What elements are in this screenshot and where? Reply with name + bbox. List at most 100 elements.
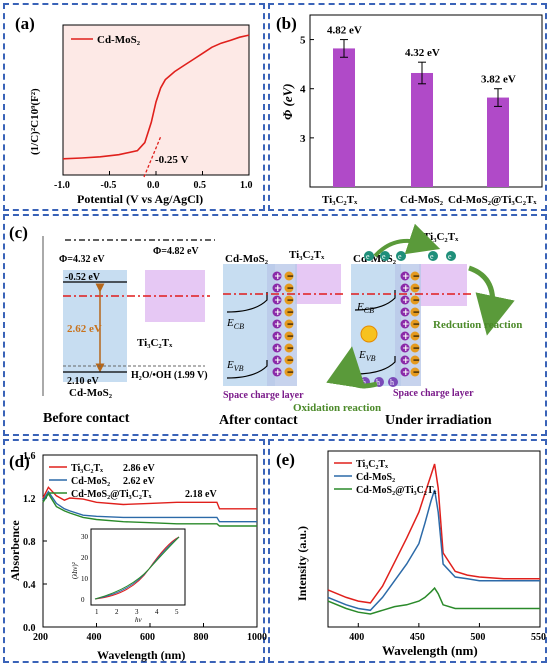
electron bbox=[364, 251, 374, 261]
minus-sign: − bbox=[413, 344, 421, 354]
inset-x-label: hν bbox=[135, 616, 143, 624]
electron bbox=[396, 251, 406, 261]
absorbance-line bbox=[42, 492, 257, 527]
minus-sign: − bbox=[287, 272, 295, 282]
vb-value: 2.10 eV bbox=[67, 376, 99, 387]
minus-sign: − bbox=[413, 308, 421, 318]
after-evb: EVB bbox=[226, 359, 244, 373]
negative-charge bbox=[410, 355, 420, 365]
irr-ecb: ECB bbox=[356, 301, 374, 315]
plus-sign: + bbox=[402, 344, 410, 354]
minus-sign: − bbox=[413, 272, 421, 282]
inset-x-tick: 3 bbox=[135, 608, 139, 616]
positive-charge bbox=[272, 343, 282, 353]
gap-value: 2.62 eV bbox=[67, 323, 102, 335]
inset-x-tick: 1 bbox=[95, 608, 99, 616]
flatband-annotation: -0.25 V bbox=[155, 154, 188, 166]
plus-sign: + bbox=[402, 368, 410, 378]
panel-b-letter: (b) bbox=[276, 14, 297, 33]
plus-sign: + bbox=[274, 296, 282, 306]
positive-charge bbox=[400, 295, 410, 305]
minus-sign: − bbox=[287, 308, 295, 318]
positive-charge bbox=[400, 355, 410, 365]
minus-sign: − bbox=[287, 332, 295, 342]
x-tick-label: 400 bbox=[349, 632, 364, 643]
negative-charge bbox=[410, 343, 420, 353]
plus-sign: + bbox=[274, 356, 282, 366]
x-axis-label: Wavelength (nm) bbox=[382, 643, 478, 658]
negative-charge bbox=[410, 283, 420, 293]
pl-line bbox=[327, 463, 540, 604]
tauc-curve bbox=[94, 536, 180, 600]
x-tick-label: 0.0 bbox=[147, 180, 160, 191]
mott-schottky-plot: (a) Cd-MoS₂ -1.0 -0.5 0.0 0.5 1.0 -0.25 V (1… bbox=[15, 14, 253, 206]
phi-cd-mos2: Φ=4.32 eV bbox=[59, 254, 105, 265]
y-tick-label: 0.0 bbox=[23, 623, 36, 634]
legend-label: Ti₃C₂Tₓ bbox=[356, 459, 388, 470]
irr-mat2: Ti₃C₂Tₓ bbox=[423, 231, 459, 243]
reduction-arrow bbox=[468, 265, 515, 336]
x-tick-label: 600 bbox=[140, 632, 155, 643]
panel-a-letter: (a) bbox=[15, 14, 35, 33]
x-tick-label: 1.0 bbox=[240, 180, 253, 191]
positive-charge bbox=[272, 295, 282, 305]
x-tick-label: 800 bbox=[194, 632, 209, 643]
electron-label: e bbox=[398, 252, 402, 261]
work-function-bar-chart: (b) 3 4 5 4.82 eV Ti₃C₂Tₓ 4.32 eV Cd-MoS₂ 3.82… bbox=[276, 14, 543, 206]
irr-ti3c2tx-block bbox=[419, 264, 467, 306]
positive-charge bbox=[272, 355, 282, 365]
redox-label: H₂O/•OH (1.99 V) bbox=[131, 370, 208, 381]
x-tick-label: 1000 bbox=[247, 632, 267, 643]
inset-x-tick: 5 bbox=[175, 608, 179, 616]
mat2-label-before: Ti₃C₂Tₓ bbox=[137, 337, 173, 349]
negative-charge bbox=[410, 295, 420, 305]
legend-gap: 2.86 eV bbox=[123, 463, 155, 474]
electron-label: e bbox=[430, 252, 434, 261]
y-tick-label: 0.8 bbox=[23, 537, 36, 548]
positive-charge bbox=[272, 331, 282, 341]
positive-charge bbox=[272, 283, 282, 293]
hole-label: h bbox=[376, 378, 380, 387]
x-tick-label: 550 bbox=[531, 632, 546, 643]
bar bbox=[487, 97, 509, 187]
electron-label: e bbox=[448, 252, 452, 261]
positive-charge bbox=[400, 319, 410, 329]
negative-charge bbox=[284, 355, 294, 365]
minus-sign: − bbox=[413, 332, 421, 342]
inset-y-tick: 10 bbox=[81, 575, 89, 583]
plot-frame bbox=[327, 450, 541, 628]
after-mat1: Cd-MoS₂ bbox=[225, 253, 269, 265]
plus-sign: + bbox=[402, 308, 410, 318]
positive-charge bbox=[400, 343, 410, 353]
y-axis-label: Φ (eV) bbox=[280, 83, 295, 120]
panel-c-letter: (c) bbox=[9, 223, 28, 242]
pl-spectra-chart: (e) 400 450 500 550 Ti₃C₂Tₓ Cd-MoS₂ Cd-MoS₂@T… bbox=[276, 450, 546, 658]
legend-gap: 2.62 eV bbox=[123, 476, 155, 487]
inset-frame bbox=[90, 528, 186, 606]
legend-label: Cd-MoS₂ bbox=[97, 34, 141, 46]
inset-x-tick: 2 bbox=[115, 608, 119, 616]
category-label: Cd-MoS₂@Ti₃C₂Tₓ bbox=[448, 194, 537, 206]
pl-line bbox=[327, 586, 540, 615]
x-tick-label: 0.5 bbox=[194, 180, 207, 191]
minus-sign: − bbox=[287, 320, 295, 330]
plus-sign: + bbox=[274, 344, 282, 354]
stage-irradiation: Under irradiation bbox=[385, 413, 492, 428]
inset-y-tick: 20 bbox=[81, 554, 89, 562]
after-ecb: ECB bbox=[226, 317, 244, 331]
hole bbox=[388, 377, 398, 387]
oxidation-label: Oxidation reaction bbox=[293, 402, 381, 414]
irr-cb-bent bbox=[354, 290, 396, 311]
negative-charge bbox=[284, 367, 294, 377]
after-scl-label: Space charge layer bbox=[223, 390, 304, 401]
bar bbox=[333, 48, 355, 187]
panel-c: (c) Φ=4.32 eV Φ=4.82 eV -0.52 eV 2.62 eV… bbox=[3, 214, 547, 436]
x-tick-label: 200 bbox=[33, 632, 48, 643]
absorbance-line bbox=[42, 486, 257, 510]
sun-icon bbox=[360, 325, 378, 343]
y-tick-label: 5 bbox=[300, 35, 306, 47]
plus-sign: + bbox=[402, 296, 410, 306]
positive-charge bbox=[272, 307, 282, 317]
negative-charge bbox=[410, 367, 420, 377]
